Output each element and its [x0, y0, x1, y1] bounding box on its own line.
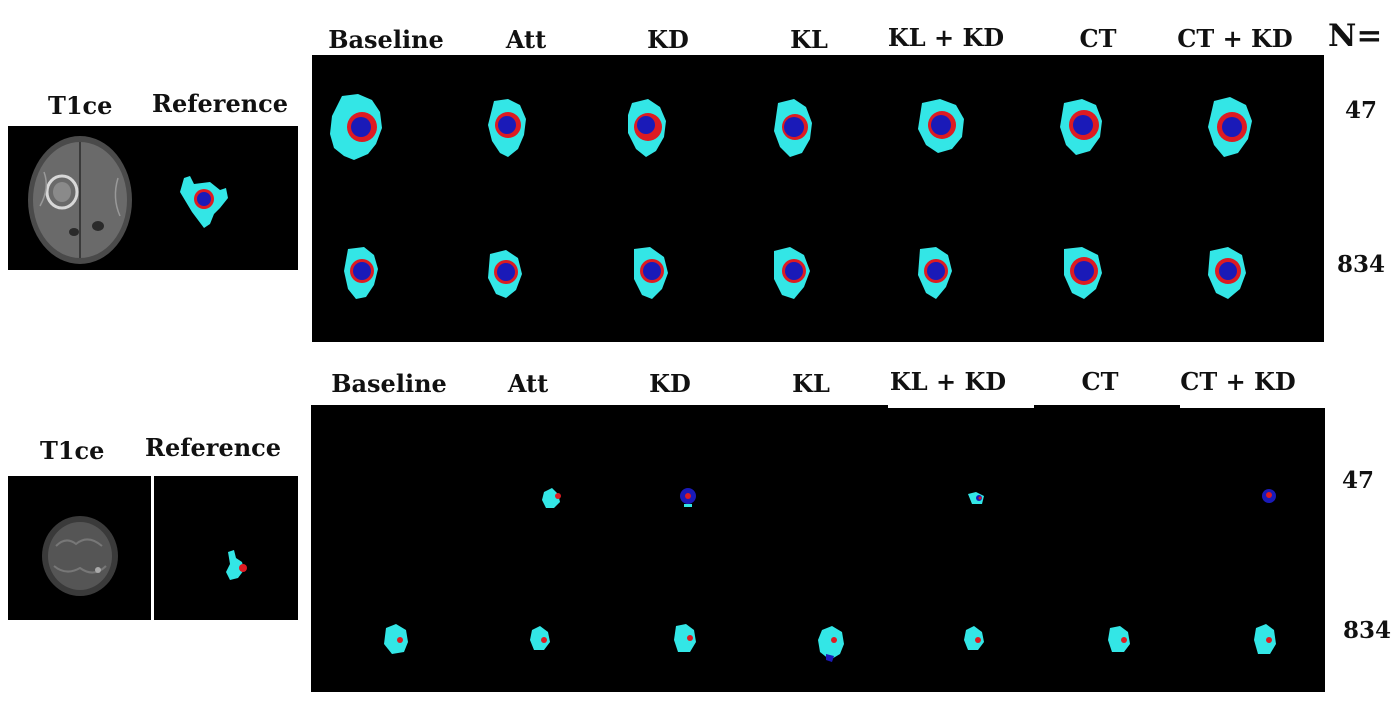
case2-n834-baseline-mask	[384, 624, 408, 654]
case1-reference-mask	[180, 176, 228, 228]
case2-n834-kl-kd-mask	[964, 626, 984, 650]
case2-n47-att-mask	[542, 488, 561, 508]
case1-header-baseline: Baseline	[328, 25, 444, 54]
case2-reference-panel	[154, 476, 298, 620]
case1-n834-baseline-mask	[344, 247, 378, 299]
case1-n-value-834: 834	[1337, 251, 1386, 278]
case1-n834-kd-mask	[634, 247, 668, 299]
case1-header-ct: CT	[1079, 24, 1117, 53]
n-header: N=	[1328, 18, 1383, 54]
case1-reference-label: Reference	[152, 89, 289, 118]
case2-n-value-47: 47	[1342, 467, 1375, 494]
case2-t1ce-image	[36, 510, 126, 600]
case2-header-att: Att	[507, 369, 549, 398]
case1-header-kd: KD	[647, 25, 689, 54]
case2-n834-kd-mask	[674, 624, 696, 652]
case1-n47-kd-mask	[628, 99, 666, 157]
case1-n834-att-mask	[488, 250, 522, 298]
case1-results-panel	[312, 55, 1324, 342]
case2-n47-kl-kd-mask	[968, 492, 984, 504]
case1-t1ce-label: T1ce	[48, 91, 113, 120]
case2-header-kd: KD	[649, 369, 691, 398]
case2-header-kl: KL	[792, 369, 830, 398]
case2-header-ct: CT	[1081, 367, 1119, 396]
case2-header-baseline: Baseline	[331, 369, 447, 398]
case1-n834-kl-mask	[774, 247, 810, 299]
case1-n834-ct-mask	[1064, 247, 1102, 299]
case2-header-kl-kd: KL + KD	[889, 367, 1007, 396]
case1-n47-att-mask	[488, 99, 526, 157]
case1-n834-ct-kd-mask	[1208, 247, 1246, 299]
case1-header-att: Att	[505, 25, 547, 54]
case1-header-kl: KL	[790, 25, 828, 54]
case2-header-ct-kd: CT + KD	[1180, 367, 1296, 396]
case1-t1ce-image	[22, 128, 140, 268]
case2-t1ce-label: T1ce	[40, 436, 105, 465]
case2-n834-ct-mask	[1108, 626, 1130, 652]
case1-n47-baseline-mask	[330, 94, 382, 160]
case2-reference-mask	[226, 550, 247, 580]
case1-n834-kl-kd-mask	[918, 247, 952, 299]
case1-n47-kl-mask	[774, 99, 812, 157]
case1-n47-ct-kd-mask	[1208, 97, 1252, 157]
case1-header-kl-kd: KL + KD	[887, 23, 1005, 52]
case2-n47-ct-kd-mask	[1262, 489, 1276, 503]
case2-n834-kl-mask	[818, 626, 844, 662]
case2-n834-att-mask	[530, 626, 550, 650]
case2-n47-kd-mask	[680, 488, 696, 507]
case1-n47-kl-kd-mask	[918, 99, 964, 153]
case2-results-panel	[311, 405, 1325, 692]
case2-n-value-834: 834	[1343, 617, 1392, 644]
case2-reference-label: Reference	[145, 433, 282, 462]
case1-n47-ct-mask	[1060, 99, 1102, 155]
case1-header-ct-kd: CT + KD	[1177, 24, 1293, 53]
case2-n834-ct-kd-mask	[1254, 624, 1276, 654]
case1-n-value-47: 47	[1345, 97, 1378, 124]
